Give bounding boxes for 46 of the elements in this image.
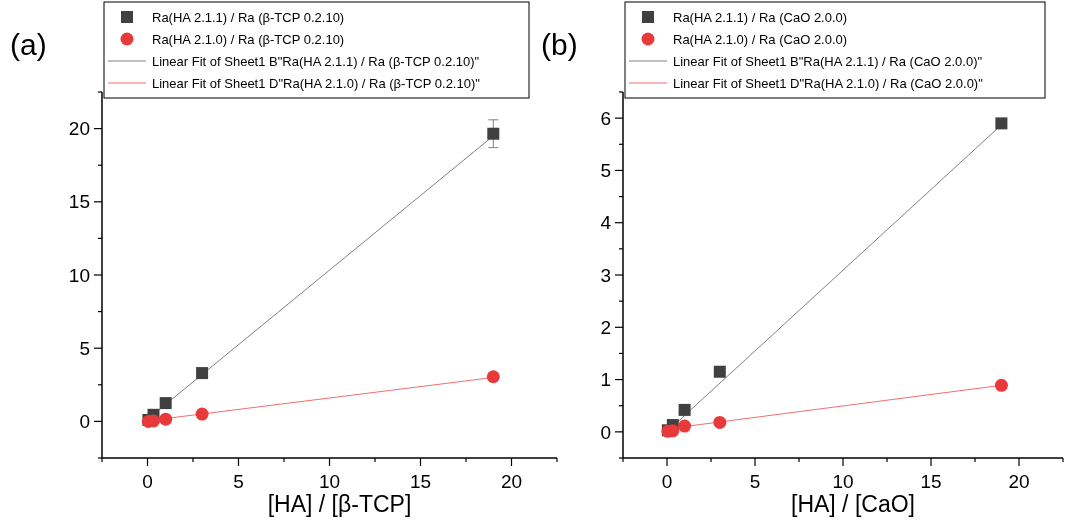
legend-label: Ra(HA 2.1.0) / Ra (CaO 2.0.0) xyxy=(673,31,848,47)
point xyxy=(713,415,727,429)
point xyxy=(995,117,1008,130)
point xyxy=(196,367,209,380)
legend-label: Linear Fit of Sheet1 B"Ra(HA 2.1.1) / Ra (β-TCP 0.2.10)" xyxy=(152,53,480,69)
point xyxy=(487,127,500,140)
legend-label: Ra(HA 2.1.1) / Ra (CaO 2.0.0) xyxy=(673,9,848,25)
x-tick-label: 10 xyxy=(318,471,341,492)
y-tick-label: 5 xyxy=(600,160,611,182)
y-tick-label: 5 xyxy=(79,337,90,359)
x-tick-label: 0 xyxy=(142,471,153,492)
y-tick-label: 3 xyxy=(600,264,611,286)
y-tick-label: 15 xyxy=(68,191,90,213)
legend-label: Ra(HA 2.1.0) / Ra (β-TCP 0.2.10) xyxy=(152,31,345,47)
y-tick-label: 10 xyxy=(68,264,90,286)
x-tick-label: 10 xyxy=(832,471,854,492)
x-tick-label: 20 xyxy=(1008,471,1030,492)
point xyxy=(678,419,692,433)
x-tick-label: 5 xyxy=(749,471,761,492)
legend-label: Ra(HA 2.1.1) / Ra (β-TCP 0.2.10) xyxy=(152,9,345,25)
x-tick-label: 20 xyxy=(500,471,523,492)
point xyxy=(195,407,209,421)
point xyxy=(678,403,691,416)
legend-label: Linear Fit of Sheet1 D"Ra(HA 2.1.0) / Ra (CaO 2.0.0)" xyxy=(673,75,984,91)
x-axis-title: [HA] / [β-TCP] xyxy=(267,491,412,517)
x-tick-label: 0 xyxy=(661,471,673,492)
point xyxy=(159,397,172,410)
y-tick-label: 20 xyxy=(68,118,90,140)
y-tick-label: 1 xyxy=(600,369,611,391)
chart-title: (a) xyxy=(10,28,47,61)
y-tick-label: 2 xyxy=(600,316,611,338)
x-tick-label: 15 xyxy=(409,471,432,492)
x-tick-label: 15 xyxy=(920,471,942,492)
x-axis-title: [HA] / [CaO] xyxy=(791,491,915,517)
y-tick-label: 0 xyxy=(79,411,90,433)
point xyxy=(159,412,173,426)
legend-label: Linear Fit of Sheet1 B"Ra(HA 2.1.1) / Ra (CaO 2.0.0)" xyxy=(673,53,983,69)
y-tick-label: 6 xyxy=(600,107,611,129)
y-tick-label: 0 xyxy=(600,421,611,443)
legend-label: Linear Fit of Sheet1 D"Ra(HA 2.1.0) / Ra (β-TCP 0.2.10)" xyxy=(152,75,481,91)
point xyxy=(994,378,1008,392)
point xyxy=(713,365,726,378)
point xyxy=(486,370,500,384)
y-tick-label: 4 xyxy=(600,212,612,234)
x-tick-label: 5 xyxy=(233,471,244,492)
chart-title: (b) xyxy=(541,28,578,61)
